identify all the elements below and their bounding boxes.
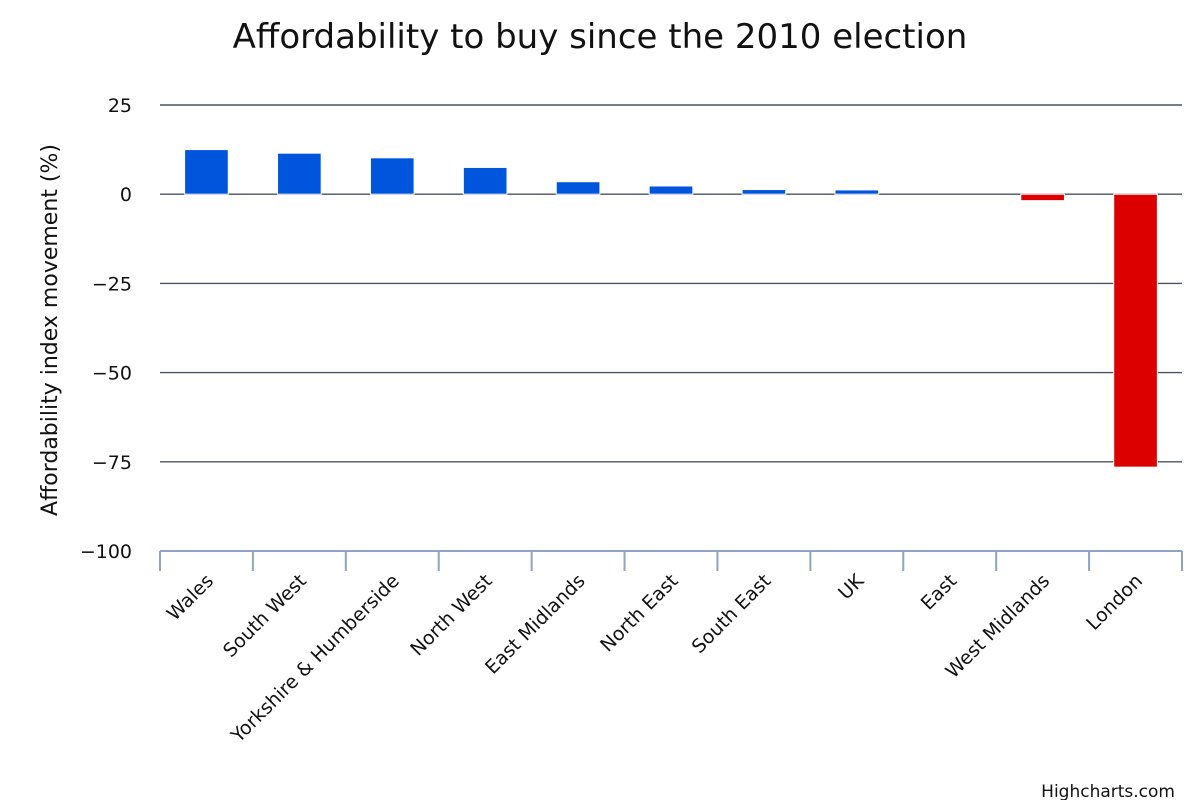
y-axis-label: Affordability index movement (%) [38, 144, 63, 516]
y-tick-label: 25 [108, 95, 132, 117]
bar[interactable] [741, 189, 787, 195]
x-axis-ticks [159, 551, 1183, 571]
gridlines [160, 104, 1182, 463]
bar[interactable] [184, 149, 229, 195]
y-tick-label: −75 [92, 452, 132, 474]
y-axis-tick-labels: 25 0 −25 −50 −75 −100 [80, 95, 132, 563]
bar[interactable] [834, 189, 880, 195]
bar[interactable] [648, 185, 694, 195]
y-tick-label: −100 [80, 541, 132, 563]
bar[interactable] [1113, 193, 1158, 468]
bar[interactable] [277, 152, 322, 195]
x-category-label: Yorkshire & Humberside [226, 570, 404, 748]
x-category-label: Wales [163, 570, 218, 625]
bar[interactable] [369, 157, 415, 195]
bar[interactable] [1020, 193, 1065, 202]
x-category-label: North East [596, 570, 682, 656]
bar[interactable] [555, 181, 601, 195]
chart-credit[interactable]: Highcharts.com [1041, 782, 1175, 800]
bars [184, 149, 1158, 468]
x-category-label: North West [406, 570, 496, 660]
x-category-label: London [1082, 570, 1147, 635]
y-tick-label: −50 [92, 363, 132, 385]
x-category-label: South West [219, 570, 311, 662]
x-category-label: East Midlands [481, 570, 590, 679]
y-tick-label: −25 [92, 273, 132, 295]
bar[interactable] [462, 166, 508, 195]
x-category-label: East [917, 570, 962, 615]
x-category-label: UK [834, 570, 869, 605]
x-category-label: South East [688, 570, 776, 658]
chart-title: Affordability to buy since the 2010 elec… [233, 17, 968, 57]
y-tick-label: 0 [120, 184, 132, 206]
